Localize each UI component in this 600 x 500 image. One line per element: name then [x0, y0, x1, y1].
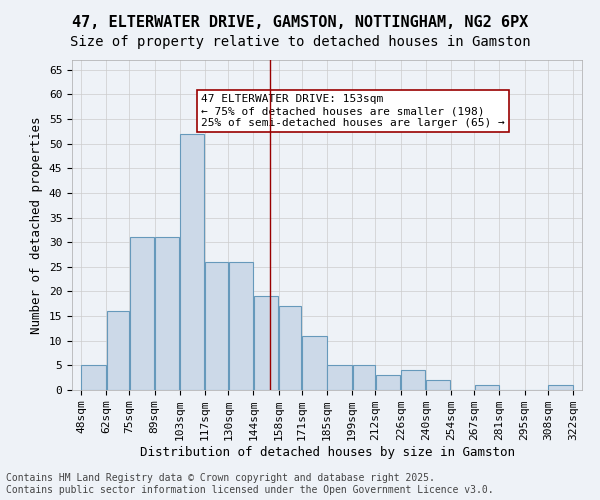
Bar	[376, 375, 400, 390]
Text: Size of property relative to detached houses in Gamston: Size of property relative to detached ho…	[70, 35, 530, 49]
Bar	[328, 366, 352, 390]
Bar	[254, 296, 278, 390]
Bar	[353, 366, 375, 390]
Bar	[155, 238, 179, 390]
Bar	[548, 385, 572, 390]
Bar	[426, 380, 451, 390]
Bar	[302, 336, 326, 390]
Bar	[180, 134, 205, 390]
Bar	[107, 311, 129, 390]
Text: Contains HM Land Registry data © Crown copyright and database right 2025.
Contai: Contains HM Land Registry data © Crown c…	[6, 474, 494, 495]
Bar	[401, 370, 425, 390]
Text: 47 ELTERWATER DRIVE: 153sqm
← 75% of detached houses are smaller (198)
25% of se: 47 ELTERWATER DRIVE: 153sqm ← 75% of det…	[201, 94, 505, 128]
Bar	[229, 262, 253, 390]
Bar	[475, 385, 499, 390]
X-axis label: Distribution of detached houses by size in Gamston: Distribution of detached houses by size …	[139, 446, 515, 459]
Bar	[279, 306, 301, 390]
Bar	[130, 238, 154, 390]
Y-axis label: Number of detached properties: Number of detached properties	[30, 116, 43, 334]
Bar	[205, 262, 228, 390]
Text: 47, ELTERWATER DRIVE, GAMSTON, NOTTINGHAM, NG2 6PX: 47, ELTERWATER DRIVE, GAMSTON, NOTTINGHA…	[72, 15, 528, 30]
Bar	[82, 366, 106, 390]
